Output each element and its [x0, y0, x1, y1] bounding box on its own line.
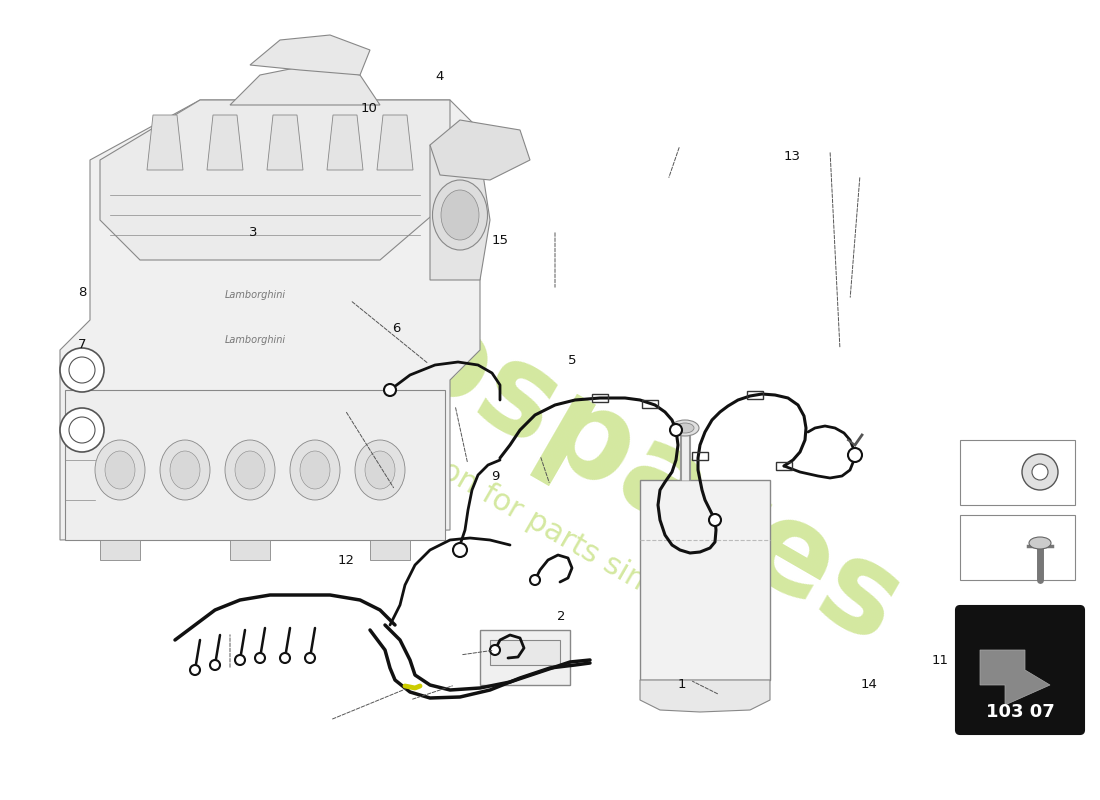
Text: Lamborghini: Lamborghini — [224, 290, 286, 300]
Circle shape — [255, 653, 265, 663]
Text: Lamborghini: Lamborghini — [224, 335, 286, 345]
Ellipse shape — [365, 451, 395, 489]
Ellipse shape — [160, 440, 210, 500]
Bar — [776, 462, 792, 470]
FancyBboxPatch shape — [960, 515, 1075, 580]
Ellipse shape — [441, 190, 478, 240]
Circle shape — [1022, 454, 1058, 490]
Circle shape — [235, 655, 245, 665]
Bar — [230, 540, 270, 560]
Circle shape — [69, 417, 95, 443]
Text: 103 07: 103 07 — [986, 703, 1055, 721]
Bar — [370, 540, 410, 560]
Text: 14: 14 — [860, 678, 878, 690]
Text: 1: 1 — [678, 678, 686, 690]
Text: 13: 13 — [783, 150, 801, 162]
Ellipse shape — [1028, 537, 1050, 549]
Text: 3: 3 — [249, 226, 257, 238]
Circle shape — [453, 543, 468, 557]
Polygon shape — [267, 115, 303, 170]
Circle shape — [305, 653, 315, 663]
Text: 5: 5 — [568, 354, 576, 366]
Polygon shape — [60, 100, 480, 540]
Ellipse shape — [300, 451, 330, 489]
Polygon shape — [430, 145, 490, 280]
Circle shape — [670, 424, 682, 436]
Ellipse shape — [95, 440, 145, 500]
Bar — [642, 400, 658, 408]
Text: 7: 7 — [78, 338, 87, 350]
Text: 12: 12 — [338, 554, 355, 566]
Bar — [692, 452, 708, 460]
Circle shape — [848, 448, 862, 462]
Circle shape — [69, 357, 95, 383]
Polygon shape — [250, 35, 370, 75]
Ellipse shape — [355, 440, 405, 500]
Circle shape — [60, 408, 104, 452]
Polygon shape — [430, 120, 530, 180]
Polygon shape — [65, 390, 446, 540]
Circle shape — [710, 514, 720, 526]
Ellipse shape — [104, 451, 135, 489]
FancyBboxPatch shape — [480, 630, 570, 685]
FancyBboxPatch shape — [640, 480, 770, 680]
Text: a passion for parts since 1985: a passion for parts since 1985 — [343, 402, 757, 658]
Ellipse shape — [290, 440, 340, 500]
Bar — [592, 394, 608, 402]
Text: 6: 6 — [392, 322, 400, 334]
Polygon shape — [377, 115, 412, 170]
Text: 11: 11 — [932, 654, 949, 666]
Circle shape — [490, 645, 500, 655]
Ellipse shape — [432, 180, 487, 250]
Text: 9: 9 — [491, 470, 499, 482]
FancyBboxPatch shape — [956, 606, 1084, 734]
Circle shape — [1032, 464, 1048, 480]
Ellipse shape — [671, 420, 698, 436]
FancyBboxPatch shape — [960, 440, 1075, 505]
Bar — [100, 540, 140, 560]
Text: 4: 4 — [436, 70, 444, 82]
Circle shape — [60, 348, 104, 392]
Circle shape — [280, 653, 290, 663]
Polygon shape — [147, 115, 183, 170]
Polygon shape — [207, 115, 243, 170]
Text: 2: 2 — [557, 610, 565, 622]
Circle shape — [530, 575, 540, 585]
Bar — [747, 391, 763, 399]
Ellipse shape — [170, 451, 200, 489]
Polygon shape — [980, 650, 1050, 705]
Circle shape — [384, 384, 396, 396]
Circle shape — [190, 665, 200, 675]
Polygon shape — [230, 65, 380, 105]
Text: eurospares: eurospares — [177, 170, 923, 670]
Ellipse shape — [676, 423, 694, 433]
Ellipse shape — [235, 451, 265, 489]
Text: 15: 15 — [492, 234, 509, 246]
Text: 8: 8 — [78, 286, 87, 298]
Ellipse shape — [226, 440, 275, 500]
Polygon shape — [100, 100, 450, 260]
FancyBboxPatch shape — [490, 640, 560, 665]
Text: 10: 10 — [360, 102, 377, 114]
Polygon shape — [327, 115, 363, 170]
Circle shape — [210, 660, 220, 670]
Polygon shape — [640, 680, 770, 712]
